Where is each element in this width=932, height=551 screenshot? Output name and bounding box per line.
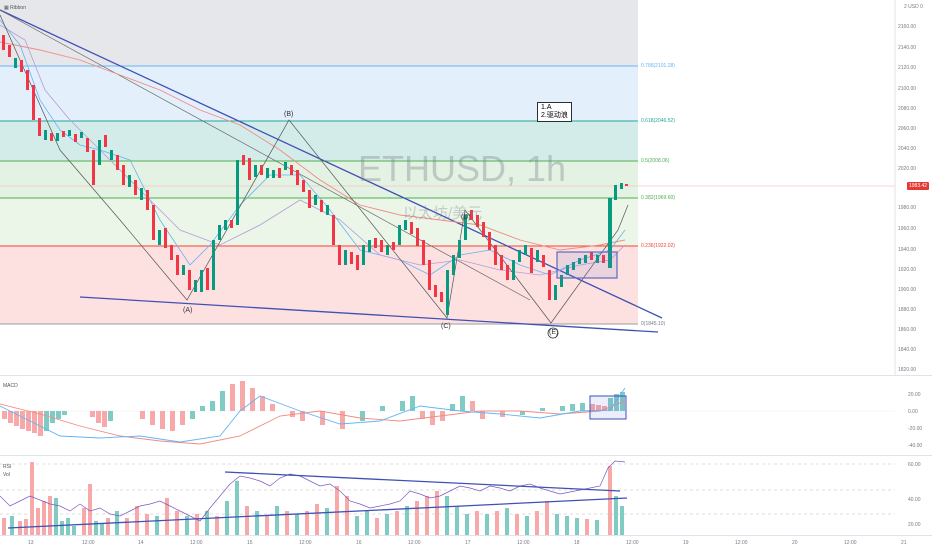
rsi-title[interactable]: RSI (3, 464, 12, 470)
time-tick: 12:00 (735, 540, 748, 546)
price-tick: 1920.00 (898, 267, 917, 273)
time-tick: 12:00 (82, 540, 95, 546)
fib-label-0382: 0.382(1969.60) (641, 195, 675, 201)
macd-histogram (2, 381, 625, 436)
price-tick: 2020.00 (898, 166, 917, 172)
candles (2, 35, 628, 315)
price-tick: 2080.00 (898, 106, 917, 112)
price-tick: 1960.00 (898, 226, 917, 232)
fib-label-05: 0.5(2008.06) (641, 158, 670, 164)
indicator-icon: ▦ (4, 5, 11, 11)
rsi-tick: 60.00 (908, 462, 921, 468)
wave-label-d: (D) (461, 214, 471, 221)
rsi-tick: 40.00 (908, 497, 921, 503)
price-tick: 1940.00 (898, 247, 917, 253)
fib-label-0236: 0.236(1922.02) (641, 243, 675, 249)
time-axis[interactable]: 13 12:00 14 12:00 15 12:00 16 12:00 17 1… (0, 535, 932, 551)
time-tick: 21 (901, 540, 907, 546)
macd-title[interactable]: MACD (3, 383, 18, 389)
price-tick: 1880.00 (898, 307, 917, 313)
time-tick: 19 (683, 540, 689, 546)
time-tick: 15 (247, 540, 253, 546)
wave-label-a: (A) (183, 307, 193, 314)
fib-label-0: 0(1845.10) (641, 321, 666, 327)
watermark-symbol: ETHUSD, 1h (358, 148, 567, 189)
macd-svg (0, 381, 895, 445)
note-line-1: 1.A (541, 104, 552, 111)
macd-pane[interactable]: MACD 20.00 0.00 -20.00 -40.00 (0, 375, 932, 456)
price-tick: 1840.00 (898, 347, 917, 353)
time-tick: 12:00 (190, 540, 203, 546)
price-tick: 2140.00 (898, 45, 917, 51)
time-tick: 13 (28, 540, 34, 546)
macd-tick: -20.00 (908, 426, 923, 432)
price-tick: 2160.00 (898, 24, 917, 30)
time-tick: 20 (792, 540, 798, 546)
price-tick: 2100.00 (898, 86, 917, 92)
rsi-svg (0, 460, 895, 536)
time-tick: 12:00 (626, 540, 639, 546)
volume-bars (2, 462, 624, 536)
macd-tick: 20.00 (908, 392, 921, 398)
fib-label-0786: 0.786(2101.28) (641, 63, 675, 69)
time-tick: 12:00 (517, 540, 530, 546)
price-pane[interactable]: ▦ Ribbon ETHUSD, 1h 以太坊/美元 1.A 2.驱动浪 0.7… (0, 0, 932, 375)
time-tick: 12:00 (299, 540, 312, 546)
price-tick: 2120.00 (898, 65, 917, 71)
price-tick: 1820.00 (898, 367, 917, 373)
price-tick: 1900.00 (898, 287, 917, 293)
annotation-note[interactable]: 1.A 2.驱动浪 (537, 102, 572, 122)
price-tick: 1980.00 (898, 205, 917, 211)
time-tick: 16 (356, 540, 362, 546)
price-chart-svg (0, 0, 896, 375)
price-axis-currency: 2 USD 0 (904, 4, 923, 10)
time-tick: 12:00 (844, 540, 857, 546)
current-price-tag: 1983.42 (907, 182, 930, 190)
vol-title[interactable]: Vol (3, 472, 10, 478)
wave-label-e: (E) (549, 329, 559, 336)
time-tick: 18 (574, 540, 580, 546)
rsi-tick: 20.00 (908, 522, 921, 528)
time-tick: 14 (138, 540, 144, 546)
price-tick: 1860.00 (898, 327, 917, 333)
watermark-name: 以太坊/美元 (403, 205, 483, 222)
note-line-2: 2.驱动浪 (541, 112, 568, 119)
rsi-pane[interactable]: RSI Vol 60.00 40.00 20.00 (0, 455, 932, 536)
wave-label-b: (B) (284, 111, 294, 118)
price-tick: 2060.00 (898, 126, 917, 132)
wave-label-c: (C) (441, 323, 451, 330)
time-tick: 17 (465, 540, 471, 546)
ribbon-legend[interactable]: ▦ Ribbon (4, 5, 26, 11)
time-tick: 12:00 (408, 540, 421, 546)
fib-label-0618: 0.618(2046.52) (641, 118, 675, 124)
macd-tick: -40.00 (908, 443, 923, 449)
price-tick: 2040.00 (898, 146, 917, 152)
macd-tick: 0.00 (908, 409, 918, 415)
